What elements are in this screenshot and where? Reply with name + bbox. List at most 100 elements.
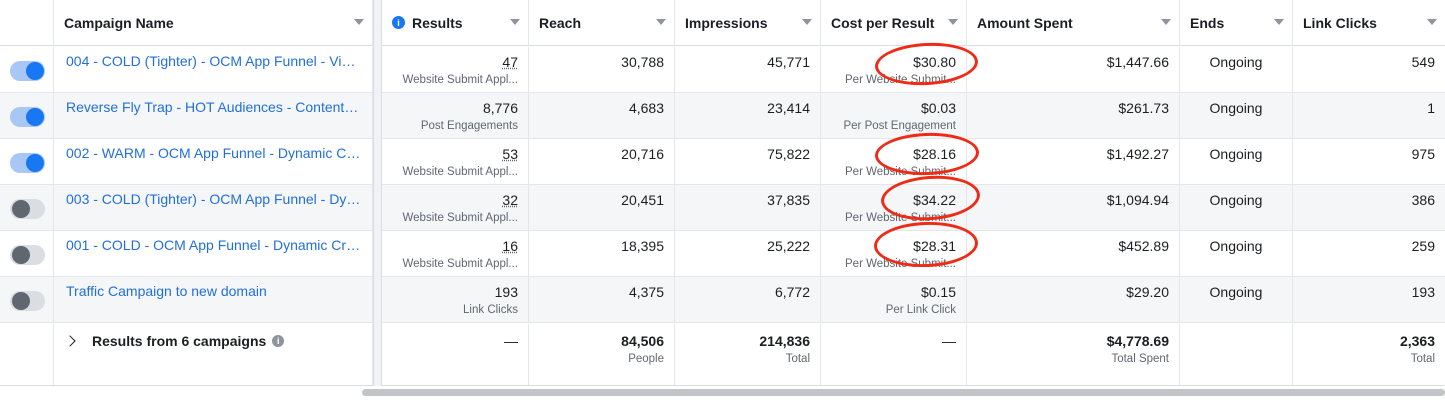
link-clicks-cell: 193 (1293, 277, 1445, 322)
sort-caret-icon[interactable] (948, 19, 958, 25)
table-row: 002 - WARM - OCM App Funnel - Dynamic Cr… (0, 139, 1445, 185)
totals-reach: 84,506 People (529, 324, 675, 385)
column-header-amount-spent[interactable]: Amount Spent (967, 0, 1180, 45)
campaign-name-cell: 004 - COLD (Tighter) - OCM App Funnel - … (54, 47, 373, 92)
toggle-knob (26, 108, 44, 126)
cost-per-result-type: Per Website Submit... (845, 74, 956, 86)
impressions-cell: 75,822 (675, 139, 821, 184)
cost-per-result-type: Per Website Submit... (845, 166, 956, 178)
column-header-link-clicks[interactable]: Link Clicks (1293, 0, 1445, 45)
totals-link-clicks: 2,363 Total (1399, 333, 1435, 365)
link-clicks-value: 259 (1411, 238, 1435, 254)
ends-cell: Ongoing (1180, 139, 1293, 184)
toggle-cell (0, 277, 54, 322)
amount-spent-cell: $29.20 (967, 277, 1180, 322)
ends-value: Ongoing (1209, 238, 1263, 254)
ends-cell: Ongoing (1180, 231, 1293, 276)
amount-spent-value: $1,447.66 (1106, 54, 1169, 70)
campaign-name-link[interactable]: 003 - COLD (Tighter) - OCM App Funnel - … (66, 191, 362, 207)
table-row: Reverse Fly Trap - HOT Audiences - Conte… (0, 93, 1445, 139)
column-header-reach[interactable]: Reach (529, 0, 675, 45)
scrollbar-thumb[interactable] (362, 389, 1445, 396)
frozen-column-divider[interactable] (373, 0, 382, 386)
campaign-name-link[interactable]: 002 - WARM - OCM App Funnel - Dynamic Cr… (66, 145, 362, 161)
column-header-impressions[interactable]: Impressions (675, 0, 821, 45)
ends-cell: Ongoing (1180, 47, 1293, 92)
reach-value: 30,788 (621, 54, 664, 70)
results-cell: 32 Website Submit Appl... (382, 185, 529, 230)
link-clicks-value: 386 (1411, 192, 1435, 208)
totals-row: Results from 6 campaigns i — 84,506 Peop… (0, 324, 1445, 386)
toggle-knob (26, 62, 44, 80)
totals-label-cell[interactable]: Results from 6 campaigns i (54, 324, 373, 385)
header-toggle-col (0, 0, 54, 45)
impressions-value: 23,414 (767, 100, 810, 116)
link-clicks-cell: 1 (1293, 93, 1445, 138)
amount-spent-value: $29.20 (1126, 284, 1169, 300)
reach-cell: 20,716 (529, 139, 675, 184)
campaign-name-cell: 002 - WARM - OCM App Funnel - Dynamic Cr… (54, 139, 373, 184)
sort-caret-icon[interactable] (1427, 19, 1437, 25)
campaign-name-link[interactable]: Reverse Fly Trap - HOT Audiences - Conte… (66, 99, 362, 115)
results-value: 32 (502, 192, 518, 208)
cost-per-result-value: $30.80 (913, 54, 956, 70)
sort-caret-icon[interactable] (656, 19, 666, 25)
campaign-name-link[interactable]: 004 - COLD (Tighter) - OCM App Funnel - … (66, 53, 362, 69)
amount-spent-cell: $1,094.94 (967, 185, 1180, 230)
impressions-cell: 23,414 (675, 93, 821, 138)
results-cell: 16 Website Submit Appl... (382, 231, 529, 276)
info-icon[interactable]: i (272, 335, 285, 347)
results-type: Website Submit Appl... (402, 166, 518, 178)
results-cell: 8,776 Post Engagements (382, 93, 529, 138)
toggle-knob (12, 200, 30, 218)
column-header-results[interactable]: i Results (382, 0, 529, 45)
chevron-right-icon[interactable] (64, 335, 76, 347)
results-type: Website Submit Appl... (402, 74, 518, 86)
column-header-ends[interactable]: Ends (1180, 0, 1293, 45)
reach-cell: 20,451 (529, 185, 675, 230)
sort-caret-icon[interactable] (1274, 19, 1284, 25)
sort-caret-icon[interactable] (354, 19, 364, 25)
totals-impressions: 214,836 Total (675, 324, 821, 385)
cost-per-result-value: $28.31 (913, 238, 956, 254)
totals-amount-spent: $4,778.69 Total Spent (967, 324, 1180, 385)
campaign-status-toggle[interactable] (10, 153, 45, 173)
reach-value: 20,451 (621, 192, 664, 208)
ends-value: Ongoing (1209, 54, 1263, 70)
campaign-status-toggle[interactable] (10, 107, 45, 127)
reach-value: 4,375 (628, 284, 664, 300)
impressions-value: 75,822 (767, 146, 810, 162)
link-clicks-value: 549 (1411, 54, 1435, 70)
results-value: 8,776 (482, 100, 518, 116)
sort-caret-icon[interactable] (510, 19, 520, 25)
impressions-value: 25,222 (767, 238, 810, 254)
totals-label: Results from 6 campaigns (92, 333, 267, 349)
amount-spent-cell: $452.89 (967, 231, 1180, 276)
campaign-name-link[interactable]: Traffic Campaign to new domain (66, 283, 267, 299)
campaign-name-cell: 001 - COLD - OCM App Funnel - Dynamic Cr… (54, 231, 373, 276)
campaign-status-toggle[interactable] (10, 291, 45, 311)
campaign-status-toggle[interactable] (10, 61, 45, 81)
link-clicks-cell: 259 (1293, 231, 1445, 276)
amount-spent-cell: $1,492.27 (967, 139, 1180, 184)
results-value: 53 (502, 146, 518, 162)
sort-caret-icon[interactable] (802, 19, 812, 25)
impressions-cell: 25,222 (675, 231, 821, 276)
campaign-name-link[interactable]: 001 - COLD - OCM App Funnel - Dynamic Cr… (66, 237, 362, 253)
results-value: 193 (494, 284, 518, 300)
impressions-cell: 6,772 (675, 277, 821, 322)
cost-per-result-cell: $30.80 Per Website Submit... (821, 47, 967, 92)
impressions-cell: 45,771 (675, 47, 821, 92)
campaign-name-cell: 003 - COLD (Tighter) - OCM App Funnel - … (54, 185, 373, 230)
info-icon[interactable]: i (392, 16, 405, 29)
reach-cell: 30,788 (529, 47, 675, 92)
campaign-status-toggle[interactable] (10, 245, 45, 265)
toggle-cell (0, 139, 54, 184)
sort-caret-icon[interactable] (1161, 19, 1171, 25)
column-header-campaign-name[interactable]: Campaign Name (54, 0, 373, 45)
column-header-cost-per-result[interactable]: Cost per Result (821, 0, 967, 45)
campaign-status-toggle[interactable] (10, 199, 45, 219)
totals-ends (1180, 324, 1293, 385)
totals-cost-per-result: — (821, 324, 967, 385)
reach-value: 20,716 (621, 146, 664, 162)
